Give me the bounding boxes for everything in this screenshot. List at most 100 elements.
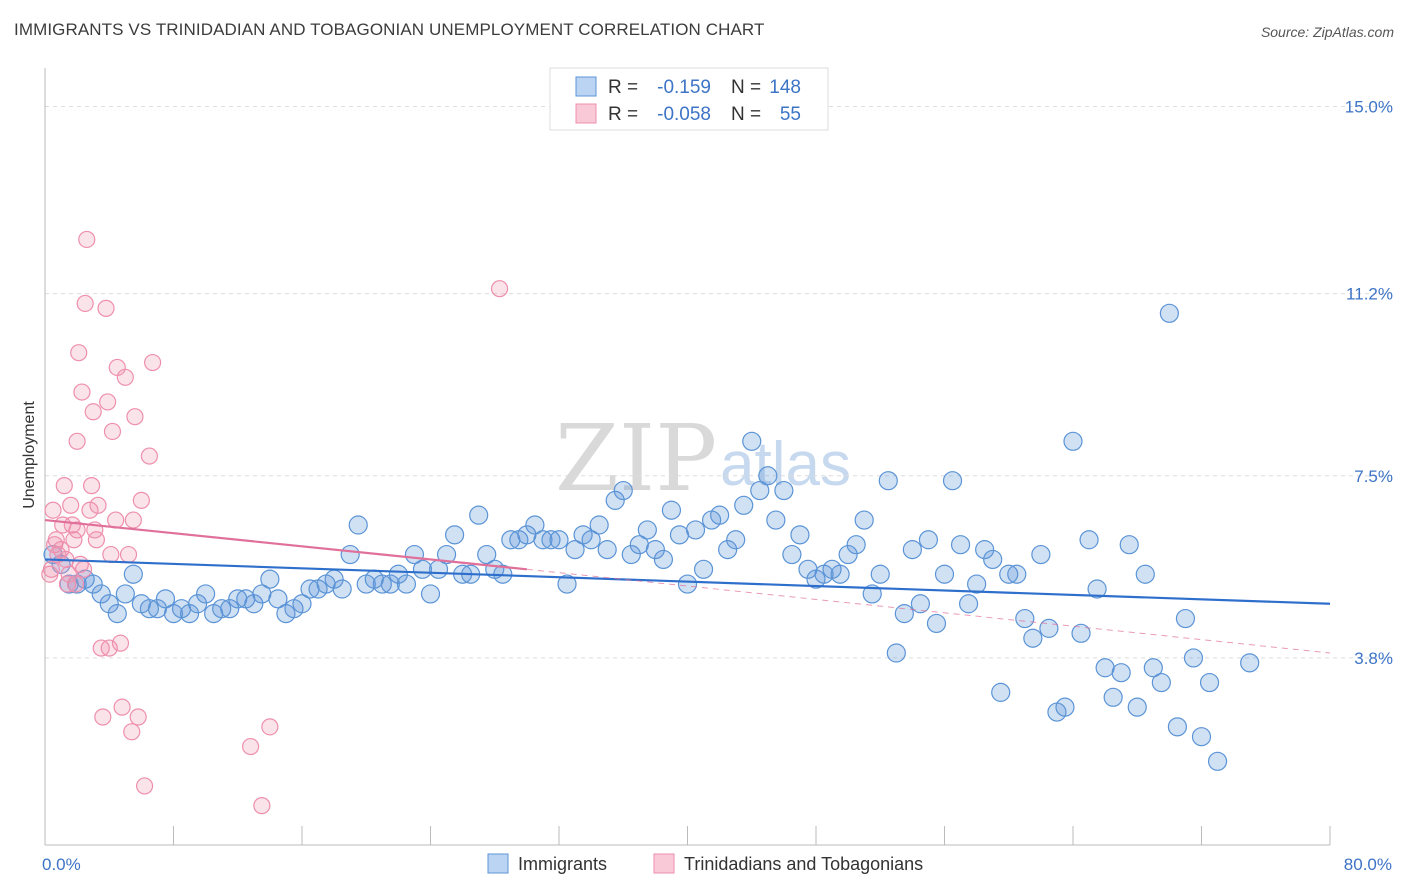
immigrants-point [597, 540, 617, 560]
y-tick-label: 15.0% [1345, 98, 1393, 117]
trinidadians-point [46, 536, 64, 554]
immigrants-point [212, 599, 232, 619]
watermark-atlas: atlas [720, 430, 851, 499]
immigrants-point [677, 574, 698, 594]
immigrants-point [581, 530, 601, 550]
legend: R = -0.159 N = 148 R = -0.058 N = 55 [549, 67, 829, 131]
legend-r-value-1: -0.159 [657, 77, 711, 98]
immigrants-point [1127, 697, 1147, 717]
immigrants-point [396, 574, 417, 594]
y-tick-label: 7.5% [1354, 467, 1393, 486]
immigrants-point [1191, 727, 1212, 747]
immigrants-point [589, 515, 609, 535]
immigrants-point [1007, 564, 1027, 584]
legend-n-label-1: N = [731, 77, 761, 98]
immigrants-point [340, 544, 360, 565]
immigrants-point [726, 530, 746, 550]
legend-r-value-2: -0.058 [657, 104, 711, 125]
immigrants-points [43, 303, 1260, 771]
immigrants-point [1063, 431, 1083, 451]
immigrants-point [613, 480, 633, 501]
immigrants-point [91, 584, 111, 604]
trinidadians-point [82, 477, 101, 495]
bottom-legend-trinidadians: Trinidadians and Tobagonians [684, 854, 923, 874]
immigrants-point [187, 594, 208, 614]
immigrants-point [734, 495, 754, 515]
immigrants-point [139, 599, 160, 619]
trinidadians-point [140, 447, 159, 465]
trinidadians-point [73, 383, 91, 401]
trinidadians-point [87, 531, 106, 549]
legend-n-value-1: 148 [769, 77, 801, 98]
trinidadians-points [41, 230, 509, 815]
immigrants-point [83, 574, 103, 594]
trinidadians-point [490, 280, 509, 298]
trinidadians-point [253, 797, 271, 815]
immigrants-point [1079, 530, 1099, 550]
trinidadians-point [78, 230, 96, 249]
immigrants-point [942, 471, 963, 491]
immigrants-point [967, 574, 987, 594]
immigrants-point [838, 544, 858, 565]
trinidadians-point [66, 575, 85, 593]
immigrants-point [918, 530, 939, 550]
immigrants-point [1135, 564, 1155, 584]
immigrants-point [950, 535, 971, 555]
immigrants-point [420, 584, 441, 604]
trinidadians-point [70, 344, 88, 362]
immigrants-point [750, 480, 770, 501]
immigrants-point [846, 535, 866, 555]
trinidadians-point [126, 408, 144, 426]
immigrants-point [1207, 751, 1228, 771]
y-axis-label: Unemployment [21, 401, 38, 509]
trinidadians-point [65, 531, 83, 549]
immigrants-point [1023, 628, 1043, 648]
immigrants-point [983, 549, 1003, 570]
x-tick-label-min: 0.0% [42, 855, 81, 874]
legend-r-label-1: R = [608, 77, 638, 98]
y-tick-label: 3.8% [1354, 649, 1393, 668]
immigrants-point [742, 431, 762, 451]
immigrants-point [1095, 658, 1115, 678]
immigrants-point [469, 505, 489, 525]
immigrants-point [1240, 653, 1260, 673]
trinidadians-point [129, 708, 147, 726]
immigrants-point [1119, 535, 1139, 555]
trinidadians-point [124, 511, 142, 529]
immigrants-point [1183, 648, 1204, 668]
immigrants-point [557, 574, 577, 594]
trinidadians-point [62, 496, 80, 514]
immigrants-point [388, 564, 408, 584]
immigrants-point [1151, 672, 1171, 693]
trinidadians-point [55, 477, 73, 495]
immigrants-point [718, 540, 738, 560]
immigrants-point [541, 530, 561, 550]
immigrants-point [196, 584, 216, 604]
immigrants-point [934, 564, 955, 584]
trinidadians-point [99, 393, 117, 411]
watermark-zip: ZIP [555, 405, 717, 512]
y-tick-label: 11.2% [1346, 285, 1393, 304]
trinidadians-trend-extension [526, 568, 1331, 654]
immigrants-point [790, 525, 810, 545]
trinidadians-point [84, 403, 102, 421]
immigrants-point [637, 520, 657, 540]
trinidadians-point [63, 516, 81, 534]
immigrants-point [412, 559, 433, 579]
immigrants-point [525, 515, 545, 535]
legend-swatch-trinidadians [575, 103, 597, 124]
trinidadians-point [44, 501, 62, 519]
legend-r-label-2: R = [608, 104, 638, 125]
immigrants-point [774, 480, 794, 501]
trinidadians-point [81, 501, 99, 519]
immigrants-point [693, 559, 714, 579]
trinidadians-point [68, 521, 86, 539]
immigrants-point [332, 579, 352, 599]
immigrants-point [220, 599, 240, 619]
chart-title: IMMIGRANTS VS TRINIDADIAN AND TOBAGONIAN… [14, 20, 765, 39]
trinidadians-point [74, 560, 93, 578]
trinidadians-point [103, 422, 122, 441]
immigrants-point [886, 643, 906, 663]
immigrants-point [653, 549, 674, 570]
trinidadians-point [135, 777, 154, 795]
